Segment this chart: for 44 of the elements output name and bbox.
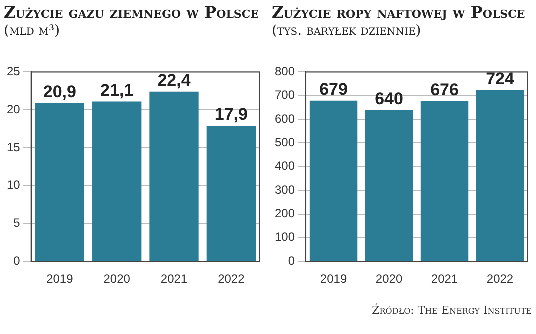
bar	[150, 92, 199, 262]
y-tick-label: 700	[274, 88, 296, 102]
x-tick-label: 2022	[486, 272, 514, 286]
y-tick-label: 0	[14, 254, 21, 268]
y-tick-label: 0	[288, 254, 296, 268]
text: Źródło: The Energy Institute	[371, 304, 532, 317]
x-tick-label: 2019	[46, 272, 74, 286]
y-tick-label: 25	[6, 64, 21, 79]
y-tick-label: 400	[274, 159, 296, 174]
data-label: 724	[486, 69, 515, 88]
chart-subtitle: (tys. baryłek dziennie)	[272, 22, 422, 40]
x-tick-label: 2022	[218, 272, 246, 286]
y-tick-label: 15	[6, 140, 21, 154]
x-tick-label: 2021	[431, 272, 458, 286]
bar	[310, 100, 358, 262]
bar	[92, 102, 142, 262]
x-tick-label: 2019	[320, 272, 348, 286]
y-tick-label: 20	[6, 102, 21, 116]
y-tick-label: 500	[274, 136, 296, 150]
data-label: 20,9	[43, 82, 76, 102]
bar	[365, 110, 414, 262]
bar	[420, 102, 469, 262]
data-label: 676	[430, 80, 459, 100]
data-label: 679	[320, 80, 348, 100]
bar	[206, 126, 256, 262]
bar	[476, 90, 524, 262]
y-tick-label: 5	[14, 216, 21, 230]
y-tick-label: 600	[274, 112, 296, 126]
y-tick-label: 10	[6, 178, 21, 192]
bar	[35, 103, 85, 262]
y-tick-label: 100	[274, 230, 296, 244]
data-label: 17,9	[214, 105, 248, 124]
y-tick-label: 300	[274, 182, 296, 197]
y-tick-label: 800	[274, 64, 296, 79]
chart-subtitle: (mld m³)	[4, 22, 62, 40]
data-label: 22,4	[158, 71, 192, 90]
x-tick-label: 2021	[160, 272, 188, 286]
x-tick-label: 2020	[376, 272, 403, 286]
data-label: 640	[375, 89, 404, 108]
data-label: 21,1	[100, 80, 134, 100]
y-tick-label: 200	[274, 206, 296, 221]
x-tick-label: 2020	[104, 272, 131, 286]
chart-title: Zużycie gazu ziemnego w Polsce	[4, 3, 260, 22]
chart-title: Zużycie ropy naftowej w Polsce	[272, 3, 526, 22]
